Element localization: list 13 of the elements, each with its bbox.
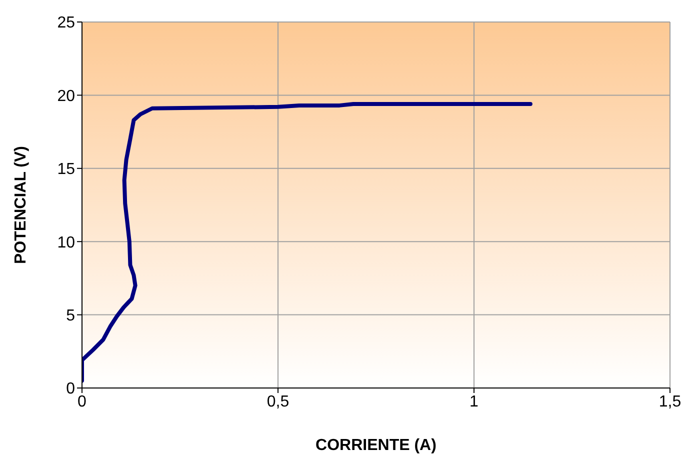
y-tick-label: 25 [57,14,76,32]
x-tick-label: 0 [78,393,87,410]
x-tick-label: 1,5 [658,393,682,410]
x-axis-title: CORRIENTE (A) [316,437,436,454]
y-tick-label: 20 [57,88,76,105]
x-tick-label: 0,5 [266,393,290,410]
y-axis-title: POTENCIAL (V) [12,146,30,264]
y-tick-label: 10 [57,234,76,252]
y-tick-label: 0 [66,380,76,398]
line-series [82,102,532,383]
x-tick-label: 1 [470,393,479,410]
y-tick-label: 5 [66,307,76,324]
y-tick-label: 15 [57,161,76,178]
